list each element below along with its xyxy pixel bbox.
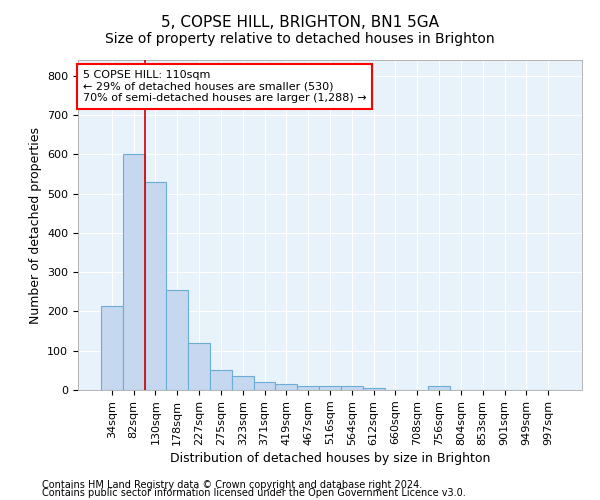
Text: Contains public sector information licensed under the Open Government Licence v3: Contains public sector information licen… [42, 488, 466, 498]
Text: 5, COPSE HILL, BRIGHTON, BN1 5GA: 5, COPSE HILL, BRIGHTON, BN1 5GA [161, 15, 439, 30]
Bar [101, 306, 123, 390]
Bar [145, 182, 166, 390]
Bar [210, 370, 232, 390]
Text: Size of property relative to detached houses in Brighton: Size of property relative to detached ho… [105, 32, 495, 46]
Bar [428, 386, 450, 390]
Bar [188, 343, 210, 390]
Text: Contains HM Land Registry data © Crown copyright and database right 2024.: Contains HM Land Registry data © Crown c… [42, 480, 422, 490]
Bar [363, 388, 385, 390]
X-axis label: Distribution of detached houses by size in Brighton: Distribution of detached houses by size … [170, 452, 490, 465]
Bar [297, 386, 319, 390]
Y-axis label: Number of detached properties: Number of detached properties [29, 126, 41, 324]
Bar [232, 376, 254, 390]
Bar [319, 386, 341, 390]
Bar [254, 382, 275, 390]
Bar [275, 384, 297, 390]
Bar [123, 154, 145, 390]
Text: 5 COPSE HILL: 110sqm
← 29% of detached houses are smaller (530)
70% of semi-deta: 5 COPSE HILL: 110sqm ← 29% of detached h… [83, 70, 367, 103]
Bar [166, 290, 188, 390]
Bar [341, 386, 363, 390]
